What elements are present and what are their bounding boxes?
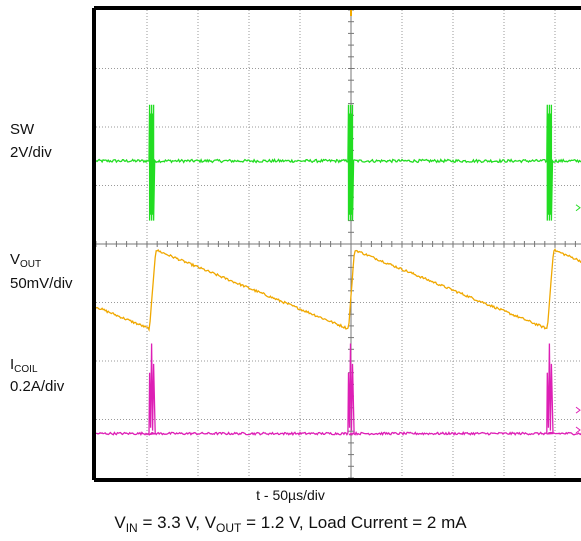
time-scale-caption: t - 50µs/div [256,487,325,503]
vout-value: = 1.2 V, Load Current = 2 mA [241,513,467,532]
icoil-trace [96,343,581,437]
label-sw-scale: 2V/div [10,143,52,163]
label-sw-name: SW [10,121,35,138]
test-conditions-caption: VIN = 3.3 V, VOUT = 1.2 V, Load Current … [0,513,581,535]
label-vout-sub: OUT [20,259,42,270]
label-sw: SW [10,120,34,140]
label-vout: VOUT [10,250,41,275]
label-icoil: ICOIL [10,355,38,380]
label-vout-scale-text: 50mV/div [10,275,73,292]
channel-marker [575,406,581,414]
plot-frame [92,6,581,482]
vout-sub: OUT [216,521,242,535]
label-sw-scale-text: 2V/div [10,144,52,161]
vin-sub: IN [125,521,138,535]
label-icoil-scale: 0.2A/div [10,377,64,397]
channel-marker [575,204,581,212]
label-icoil-sub: COIL [14,364,38,375]
label-icoil-name: I [10,356,15,373]
label-vout-name: V [10,251,21,268]
label-vout-scale: 50mV/div [10,274,73,294]
label-icoil-scale-text: 0.2A/div [10,378,65,395]
traces [95,104,581,437]
channel-markers [575,204,581,434]
vin-symbol: V [114,513,126,532]
vout-symbol: V [204,513,217,532]
sw-trace [95,104,581,221]
channel-marker [575,426,581,434]
vout-trace [95,248,581,332]
vin-value: = 3.3 V, [137,513,205,532]
